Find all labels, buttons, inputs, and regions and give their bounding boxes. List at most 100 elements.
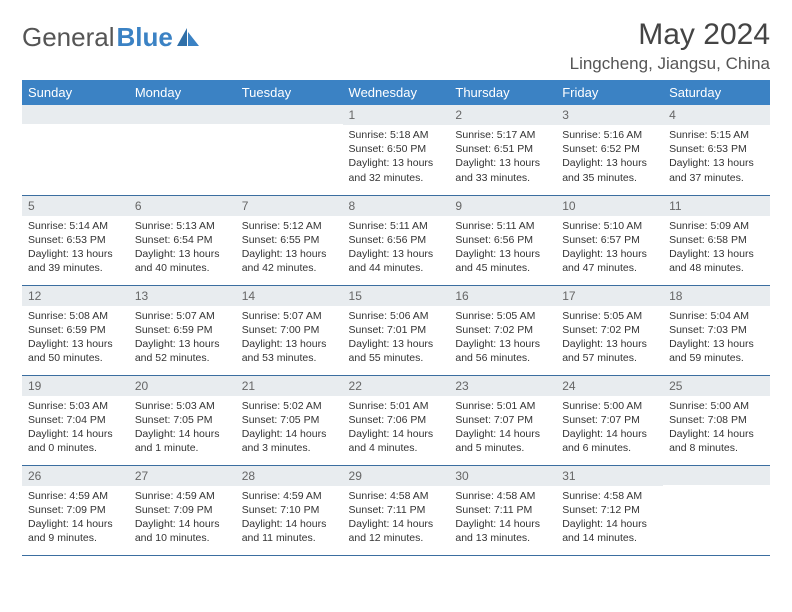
daylight-text: Daylight: 14 hours and 13 minutes. xyxy=(455,517,550,545)
day-number xyxy=(129,105,236,124)
calendar-cell: 9Sunrise: 5:11 AMSunset: 6:56 PMDaylight… xyxy=(449,195,556,285)
calendar-cell: 12Sunrise: 5:08 AMSunset: 6:59 PMDayligh… xyxy=(22,285,129,375)
calendar-row: 19Sunrise: 5:03 AMSunset: 7:04 PMDayligh… xyxy=(22,375,770,465)
sunset-text: Sunset: 7:06 PM xyxy=(349,413,444,427)
daylight-text: Daylight: 13 hours and 42 minutes. xyxy=(242,247,337,275)
day-info: Sunrise: 5:06 AMSunset: 7:01 PMDaylight:… xyxy=(343,306,450,372)
day-info: Sunrise: 5:07 AMSunset: 7:00 PMDaylight:… xyxy=(236,306,343,372)
sunset-text: Sunset: 7:08 PM xyxy=(669,413,764,427)
header-tuesday: Tuesday xyxy=(236,80,343,105)
calendar-cell: 16Sunrise: 5:05 AMSunset: 7:02 PMDayligh… xyxy=(449,285,556,375)
calendar-cell: 4Sunrise: 5:15 AMSunset: 6:53 PMDaylight… xyxy=(663,105,770,195)
logo: GeneralBlue xyxy=(22,22,201,53)
day-number: 19 xyxy=(22,376,129,396)
calendar-cell: 22Sunrise: 5:01 AMSunset: 7:06 PMDayligh… xyxy=(343,375,450,465)
day-number xyxy=(22,105,129,124)
sunset-text: Sunset: 6:51 PM xyxy=(455,142,550,156)
calendar-cell: 15Sunrise: 5:06 AMSunset: 7:01 PMDayligh… xyxy=(343,285,450,375)
day-number: 22 xyxy=(343,376,450,396)
day-number: 25 xyxy=(663,376,770,396)
sunrise-text: Sunrise: 4:58 AM xyxy=(455,489,550,503)
daylight-text: Daylight: 13 hours and 52 minutes. xyxy=(135,337,230,365)
calendar-cell: 6Sunrise: 5:13 AMSunset: 6:54 PMDaylight… xyxy=(129,195,236,285)
day-header-row: Sunday Monday Tuesday Wednesday Thursday… xyxy=(22,80,770,105)
day-info: Sunrise: 5:09 AMSunset: 6:58 PMDaylight:… xyxy=(663,216,770,282)
daylight-text: Daylight: 14 hours and 3 minutes. xyxy=(242,427,337,455)
day-number: 24 xyxy=(556,376,663,396)
sunset-text: Sunset: 6:56 PM xyxy=(455,233,550,247)
sunset-text: Sunset: 7:01 PM xyxy=(349,323,444,337)
day-number: 2 xyxy=(449,105,556,125)
daylight-text: Daylight: 13 hours and 33 minutes. xyxy=(455,156,550,184)
day-number: 17 xyxy=(556,286,663,306)
calendar-table: Sunday Monday Tuesday Wednesday Thursday… xyxy=(22,80,770,556)
day-number: 29 xyxy=(343,466,450,486)
sunrise-text: Sunrise: 5:04 AM xyxy=(669,309,764,323)
day-info: Sunrise: 5:11 AMSunset: 6:56 PMDaylight:… xyxy=(343,216,450,282)
sunset-text: Sunset: 7:10 PM xyxy=(242,503,337,517)
sunset-text: Sunset: 6:57 PM xyxy=(562,233,657,247)
day-info: Sunrise: 5:03 AMSunset: 7:04 PMDaylight:… xyxy=(22,396,129,462)
daylight-text: Daylight: 14 hours and 6 minutes. xyxy=(562,427,657,455)
day-number: 31 xyxy=(556,466,663,486)
day-number: 9 xyxy=(449,196,556,216)
calendar-cell: 8Sunrise: 5:11 AMSunset: 6:56 PMDaylight… xyxy=(343,195,450,285)
daylight-text: Daylight: 14 hours and 4 minutes. xyxy=(349,427,444,455)
day-number: 26 xyxy=(22,466,129,486)
daylight-text: Daylight: 13 hours and 47 minutes. xyxy=(562,247,657,275)
header-sunday: Sunday xyxy=(22,80,129,105)
calendar-cell: 20Sunrise: 5:03 AMSunset: 7:05 PMDayligh… xyxy=(129,375,236,465)
calendar-cell: 26Sunrise: 4:59 AMSunset: 7:09 PMDayligh… xyxy=(22,465,129,555)
sunset-text: Sunset: 6:54 PM xyxy=(135,233,230,247)
daylight-text: Daylight: 13 hours and 39 minutes. xyxy=(28,247,123,275)
day-number: 28 xyxy=(236,466,343,486)
sunrise-text: Sunrise: 5:06 AM xyxy=(349,309,444,323)
header: GeneralBlue May 2024 Lingcheng, Jiangsu,… xyxy=(22,18,770,74)
day-number: 30 xyxy=(449,466,556,486)
sunrise-text: Sunrise: 5:18 AM xyxy=(349,128,444,142)
month-title: May 2024 xyxy=(570,18,770,52)
day-number: 18 xyxy=(663,286,770,306)
calendar-cell: 18Sunrise: 5:04 AMSunset: 7:03 PMDayligh… xyxy=(663,285,770,375)
day-info: Sunrise: 5:08 AMSunset: 6:59 PMDaylight:… xyxy=(22,306,129,372)
daylight-text: Daylight: 13 hours and 57 minutes. xyxy=(562,337,657,365)
sunset-text: Sunset: 6:53 PM xyxy=(669,142,764,156)
calendar-cell: 5Sunrise: 5:14 AMSunset: 6:53 PMDaylight… xyxy=(22,195,129,285)
day-number: 21 xyxy=(236,376,343,396)
sunset-text: Sunset: 6:50 PM xyxy=(349,142,444,156)
day-number: 11 xyxy=(663,196,770,216)
day-info: Sunrise: 5:15 AMSunset: 6:53 PMDaylight:… xyxy=(663,125,770,191)
calendar-cell xyxy=(129,105,236,195)
day-number: 6 xyxy=(129,196,236,216)
day-number: 27 xyxy=(129,466,236,486)
calendar-cell: 17Sunrise: 5:05 AMSunset: 7:02 PMDayligh… xyxy=(556,285,663,375)
sunrise-text: Sunrise: 5:10 AM xyxy=(562,219,657,233)
daylight-text: Daylight: 14 hours and 10 minutes. xyxy=(135,517,230,545)
sunset-text: Sunset: 7:04 PM xyxy=(28,413,123,427)
sunset-text: Sunset: 7:09 PM xyxy=(135,503,230,517)
sunset-text: Sunset: 6:53 PM xyxy=(28,233,123,247)
sunset-text: Sunset: 7:00 PM xyxy=(242,323,337,337)
header-saturday: Saturday xyxy=(663,80,770,105)
sunrise-text: Sunrise: 4:58 AM xyxy=(562,489,657,503)
sunset-text: Sunset: 7:02 PM xyxy=(455,323,550,337)
calendar-cell: 30Sunrise: 4:58 AMSunset: 7:11 PMDayligh… xyxy=(449,465,556,555)
daylight-text: Daylight: 14 hours and 8 minutes. xyxy=(669,427,764,455)
sunrise-text: Sunrise: 5:14 AM xyxy=(28,219,123,233)
sunset-text: Sunset: 7:07 PM xyxy=(562,413,657,427)
day-number: 15 xyxy=(343,286,450,306)
calendar-cell: 11Sunrise: 5:09 AMSunset: 6:58 PMDayligh… xyxy=(663,195,770,285)
sunrise-text: Sunrise: 5:03 AM xyxy=(28,399,123,413)
sunrise-text: Sunrise: 5:08 AM xyxy=(28,309,123,323)
sunset-text: Sunset: 6:59 PM xyxy=(135,323,230,337)
daylight-text: Daylight: 13 hours and 45 minutes. xyxy=(455,247,550,275)
day-number: 16 xyxy=(449,286,556,306)
day-info: Sunrise: 5:12 AMSunset: 6:55 PMDaylight:… xyxy=(236,216,343,282)
day-info: Sunrise: 5:13 AMSunset: 6:54 PMDaylight:… xyxy=(129,216,236,282)
calendar-cell: 2Sunrise: 5:17 AMSunset: 6:51 PMDaylight… xyxy=(449,105,556,195)
calendar-cell: 24Sunrise: 5:00 AMSunset: 7:07 PMDayligh… xyxy=(556,375,663,465)
title-block: May 2024 Lingcheng, Jiangsu, China xyxy=(570,18,770,74)
sunset-text: Sunset: 6:59 PM xyxy=(28,323,123,337)
calendar-cell: 23Sunrise: 5:01 AMSunset: 7:07 PMDayligh… xyxy=(449,375,556,465)
calendar-cell: 28Sunrise: 4:59 AMSunset: 7:10 PMDayligh… xyxy=(236,465,343,555)
